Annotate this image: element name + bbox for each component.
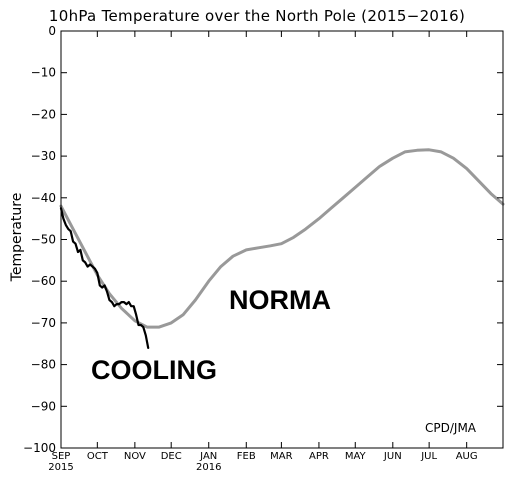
- y-tick-label: −20: [31, 107, 56, 121]
- chart-title: 10hPa Temperature over the North Pole (2…: [49, 7, 465, 25]
- normal-annotation: NORMA: [229, 285, 331, 315]
- x-tick-label: JUL: [420, 451, 437, 462]
- y-tick-label: −30: [31, 149, 56, 163]
- x-tick-label: MAR: [270, 451, 292, 462]
- x-tick-label: AUG: [456, 451, 478, 462]
- x-tick-label: DEC: [161, 451, 182, 462]
- series-layer: [59, 148, 505, 349]
- x-tick-label: APR: [309, 451, 329, 462]
- y-axis-label: Temperature: [9, 193, 25, 283]
- x-year-label: 2016: [196, 462, 221, 473]
- y-tick-label: −40: [31, 191, 56, 205]
- y-tick-label: 0: [48, 24, 56, 38]
- normal-climatology-line: [59, 148, 505, 329]
- x-tick-label: FEB: [237, 451, 256, 462]
- observed-temperature-line: [59, 207, 150, 349]
- y-tick-label: −80: [31, 358, 56, 372]
- cooling-annotation: COOLING: [91, 355, 217, 385]
- x-tick-label: JAN: [199, 451, 217, 462]
- plot-frame: [60, 30, 504, 449]
- x-tick-label: SEP: [52, 451, 71, 462]
- x-tick-label: JUN: [383, 451, 402, 462]
- y-tick-label: −10: [31, 66, 56, 80]
- y-tick-label: −100: [23, 441, 56, 455]
- y-tick-label: −60: [31, 274, 56, 288]
- y-tick-label: −70: [31, 316, 56, 330]
- credit-label: CPD/JMA: [425, 421, 477, 435]
- x-year-label: 2015: [48, 462, 73, 473]
- x-tick-label: MAY: [345, 451, 367, 462]
- x-tick-label: OCT: [87, 451, 109, 462]
- x-tick-label: NOV: [124, 451, 146, 462]
- y-tick-label: −90: [31, 399, 56, 413]
- y-tick-label: −50: [31, 233, 56, 247]
